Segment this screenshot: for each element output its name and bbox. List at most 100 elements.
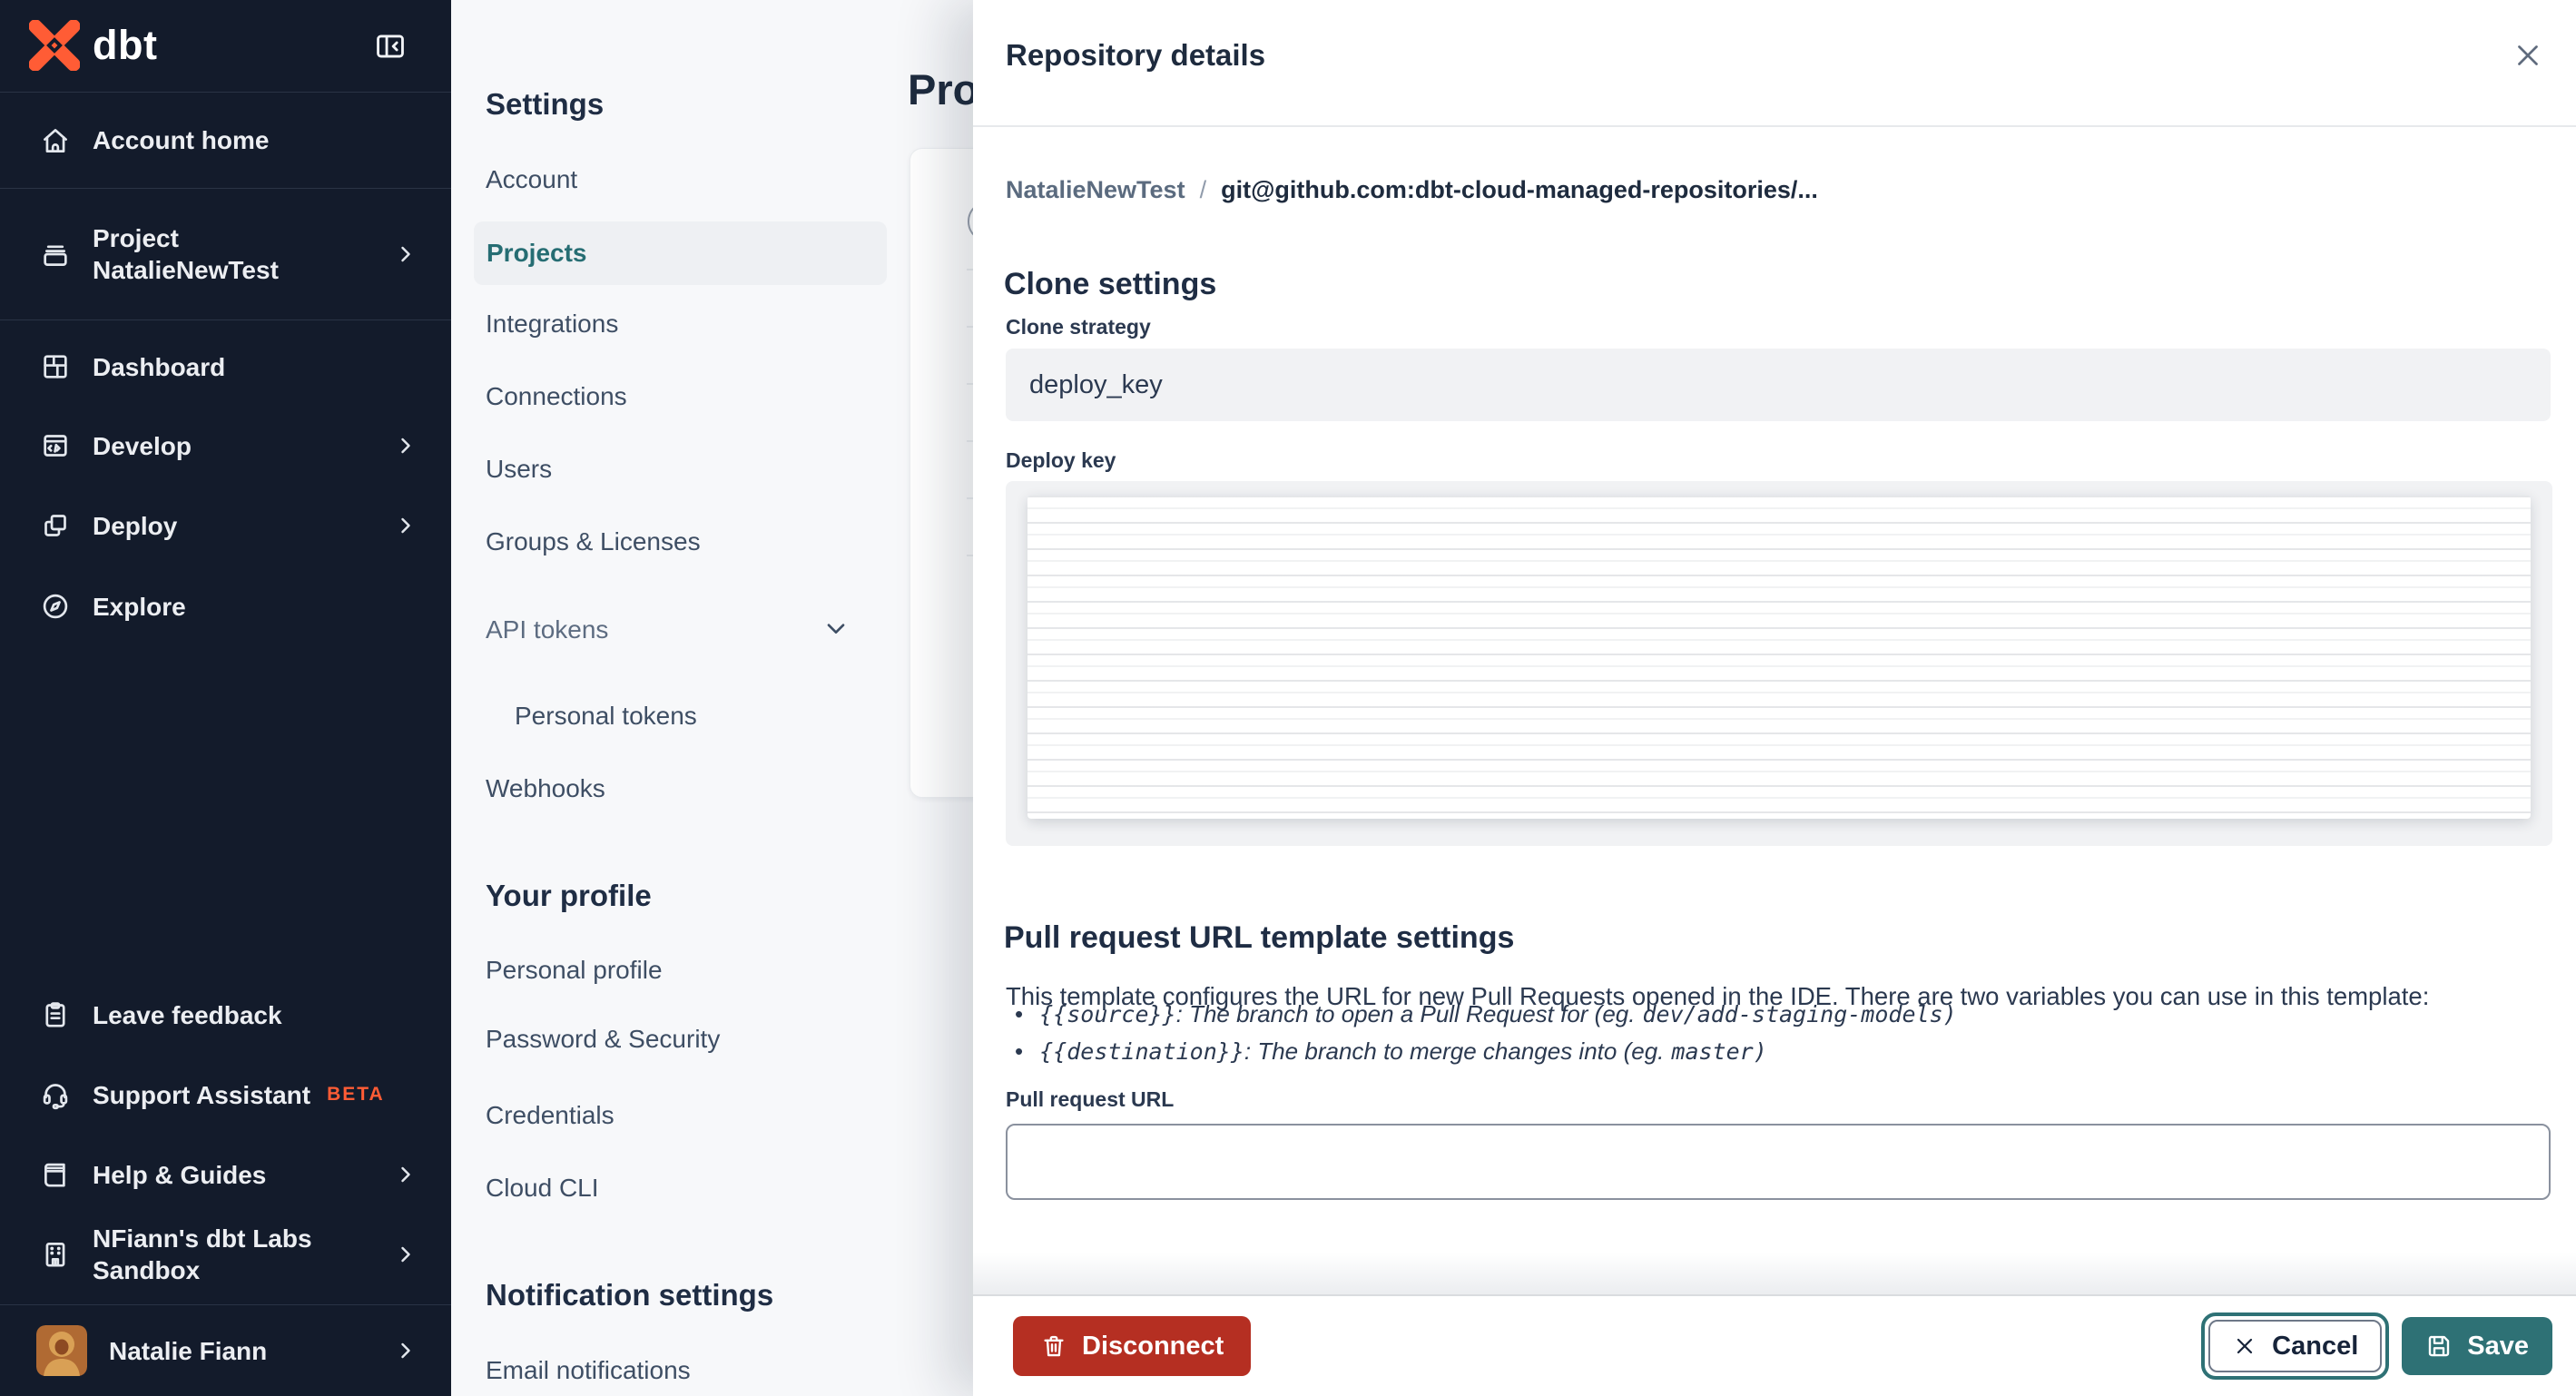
project-label-line1: Project: [93, 224, 179, 252]
sidebar-item-user[interactable]: Natalie Fiann: [0, 1305, 451, 1396]
chevron-down-icon[interactable]: [821, 614, 850, 643]
breadcrumb: NatalieNewTest / git@github.com:dbt-clou…: [1006, 176, 1818, 204]
nav-item-cloud-cli[interactable]: Cloud CLI: [486, 1174, 599, 1202]
project-icon: [40, 239, 71, 270]
sidebar-item-develop[interactable]: Develop: [0, 413, 451, 478]
sidebar-item-label: Explore: [93, 592, 186, 621]
nav-item-personal-profile[interactable]: Personal profile: [486, 956, 663, 984]
sidebar-item-label: Support Assistant: [93, 1080, 311, 1109]
sidebar-item-deploy[interactable]: Deploy: [0, 493, 451, 558]
modal-title: Repository details: [1006, 38, 1266, 72]
nav-item-password-security[interactable]: Password & Security: [486, 1025, 721, 1053]
breadcrumb-project[interactable]: NatalieNewTest: [1006, 176, 1185, 203]
project-label-line2: NatalieNewTest: [93, 256, 279, 284]
footer-actions: Cancel Save: [2201, 1312, 2552, 1380]
sidebar-item-label: NFiann's dbt Labs Sandbox: [93, 1224, 312, 1284]
sidebar-item-leave-feedback[interactable]: Leave feedback: [0, 982, 451, 1047]
pr-template-heading: Pull request URL template settings: [1004, 920, 1515, 956]
nav-item-account[interactable]: Account: [486, 165, 578, 193]
chevron-right-icon: [393, 433, 418, 458]
save-button[interactable]: Save: [2402, 1317, 2552, 1375]
close-paren: ): [1942, 1001, 1957, 1027]
footer-scroll-fade: [973, 1253, 2576, 1294]
sidebar-item-project[interactable]: Project NatalieNewTest: [0, 189, 451, 320]
sidebar-divider: [0, 188, 451, 189]
destination-variable-example: master: [1671, 1038, 1754, 1065]
clone-strategy-label: Clone strategy: [1006, 315, 1151, 339]
sidebar-item-org-sandbox[interactable]: NFiann's dbt Labs Sandbox: [0, 1222, 451, 1287]
compass-icon: [40, 591, 71, 622]
disconnect-label: Disconnect: [1082, 1331, 1224, 1361]
deploy-key-label: Deploy key: [1006, 448, 1116, 472]
clone-strategy-field: deploy_key: [1006, 349, 2551, 421]
sidebar-collapse-icon[interactable]: [371, 27, 409, 65]
x-icon: [2232, 1333, 2257, 1359]
notification-settings-heading: Notification settings: [486, 1278, 774, 1312]
sidebar-item-dashboard[interactable]: Dashboard: [0, 334, 451, 399]
chevron-right-icon: [393, 513, 418, 538]
nav-item-webhooks[interactable]: Webhooks: [486, 774, 605, 802]
nav-item-groups-licenses[interactable]: Groups & Licenses: [486, 527, 701, 555]
your-profile-heading: Your profile: [486, 879, 652, 912]
sidebar: dbt Account home P: [0, 0, 451, 1396]
sidebar-item-label: Natalie Fiann: [109, 1336, 268, 1365]
disconnect-button[interactable]: Disconnect: [1013, 1316, 1252, 1376]
nav-item-integrations[interactable]: Integrations: [486, 310, 619, 338]
clipboard-icon: [40, 999, 71, 1030]
destination-variable-code: {{destination}}: [1039, 1038, 1244, 1065]
breadcrumb-separator: /: [1199, 176, 1207, 203]
save-label: Save: [2467, 1331, 2529, 1361]
sidebar-item-label: Deploy: [93, 511, 178, 540]
trash-icon: [1040, 1332, 1067, 1360]
dashboard-icon: [40, 351, 71, 382]
nav-item-api-tokens[interactable]: API tokens: [486, 615, 609, 644]
source-variable-text: : The branch to open a Pull Request for …: [1175, 1000, 1636, 1027]
nav-item-users[interactable]: Users: [486, 455, 553, 483]
list-item: • {{source}}: The branch to open a Pull …: [1015, 1000, 1957, 1028]
deploy-icon: [40, 510, 71, 541]
nav-item-email-notifications[interactable]: Email notifications: [486, 1356, 691, 1384]
settings-heading: Settings: [486, 87, 605, 121]
pull-request-url-label: Pull request URL: [1006, 1087, 1175, 1111]
close-icon[interactable]: [2507, 34, 2549, 76]
chevron-right-icon: [393, 241, 418, 267]
clone-settings-heading: Clone settings: [1004, 267, 1217, 302]
list-item: • {{destination}}: The branch to merge c…: [1015, 1037, 1957, 1066]
sidebar-divider: [0, 92, 451, 93]
cancel-button[interactable]: Cancel: [2208, 1320, 2383, 1372]
nav-item-connections[interactable]: Connections: [486, 382, 627, 410]
avatar: [36, 1325, 87, 1376]
sidebar-item-label: Help & Guides: [93, 1160, 267, 1189]
cancel-label: Cancel: [2272, 1331, 2359, 1361]
pr-template-variables: • {{source}}: The branch to open a Pull …: [1015, 1000, 1957, 1075]
headset-icon: [40, 1079, 71, 1110]
home-icon: [40, 125, 71, 156]
code-window-icon: [40, 430, 71, 461]
save-icon: [2425, 1332, 2453, 1360]
bullet-dot: •: [1015, 1037, 1024, 1065]
nav-item-credentials[interactable]: Credentials: [486, 1101, 615, 1129]
nav-item-projects[interactable]: Projects: [474, 221, 887, 285]
sidebar-item-explore[interactable]: Explore: [0, 574, 451, 639]
sidebar-item-support-assistant[interactable]: Support Assistant BETA: [0, 1062, 451, 1127]
cancel-focus-ring: Cancel: [2201, 1312, 2390, 1380]
nav-item-personal-tokens[interactable]: Personal tokens: [515, 702, 697, 730]
close-paren: ): [1753, 1038, 1767, 1065]
pull-request-url-input[interactable]: [1006, 1124, 2551, 1200]
logo-row: dbt: [0, 0, 451, 92]
sidebar-item-label: Account home: [93, 126, 270, 154]
sidebar-item-help-guides[interactable]: Help & Guides: [0, 1142, 451, 1207]
sidebar-item-label: Dashboard: [93, 352, 226, 381]
chevron-right-icon: [393, 1242, 418, 1267]
dbt-logo-text: dbt: [93, 22, 158, 68]
source-variable-code: {{source}}: [1039, 1001, 1176, 1027]
pr-template-description: This template configures the URL for new…: [1006, 981, 2430, 1010]
sidebar-item-label: Develop: [93, 431, 192, 460]
deploy-key-redacted-content: [1027, 496, 2531, 819]
breadcrumb-repo: git@github.com:dbt-cloud-managed-reposit…: [1221, 176, 1818, 203]
sidebar-item-account-home[interactable]: Account home: [0, 93, 451, 188]
sidebar-item-label: Leave feedback: [93, 1000, 282, 1029]
deploy-key-field[interactable]: [1006, 481, 2552, 846]
beta-badge: BETA: [327, 1084, 385, 1105]
